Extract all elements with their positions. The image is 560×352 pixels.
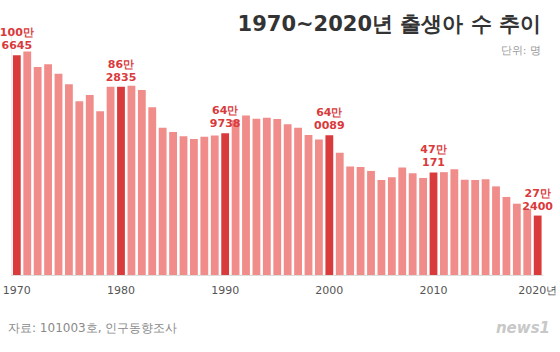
svg-text:27만: 27만 [525,187,551,200]
svg-text:2000: 2000 [315,284,343,297]
svg-text:1970: 1970 [3,284,31,297]
svg-text:2400: 2400 [522,200,553,213]
svg-text:0089: 0089 [314,119,345,132]
svg-text:1980: 1980 [107,284,135,297]
svg-text:1970~2020년 출생아 수 추이: 1970~2020년 출생아 수 추이 [238,12,541,36]
svg-text:1990: 1990 [211,284,239,297]
svg-text:news1: news1 [496,319,550,337]
svg-text:64만: 64만 [212,104,238,117]
svg-text:47만: 47만 [420,143,446,156]
svg-text:86만: 86만 [108,58,134,71]
svg-text:9738: 9738 [210,117,241,130]
svg-text:171: 171 [422,156,445,169]
svg-text:자료: 101003호, 인구동향조사: 자료: 101003호, 인구동향조사 [8,321,177,335]
svg-text:2835: 2835 [106,71,137,84]
svg-text:6645: 6645 [2,39,33,52]
svg-text:100만: 100만 [0,26,34,39]
svg-text:2010: 2010 [420,284,448,297]
svg-text:단위: 명: 단위: 명 [501,44,541,57]
svg-text:2020년: 2020년 [518,284,557,297]
svg-text:64만: 64만 [316,106,342,119]
